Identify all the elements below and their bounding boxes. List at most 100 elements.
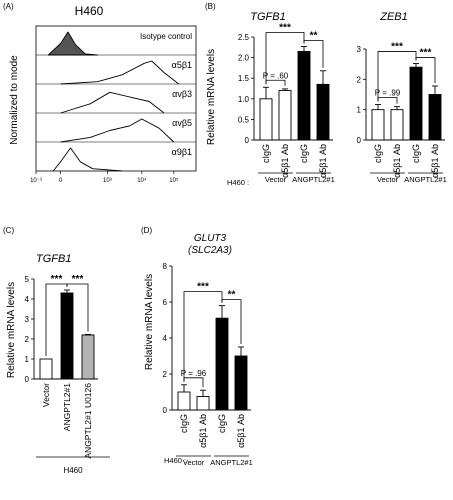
category-label: cIgG	[299, 144, 309, 163]
category-label: α5β1 Ab	[318, 144, 328, 178]
category-label: α5β1 Ab	[280, 144, 290, 178]
panel-b-title-tgfb1: TGFB1	[250, 11, 285, 23]
significance-bracket	[265, 32, 305, 85]
bar	[316, 83, 330, 141]
bar	[278, 90, 292, 141]
group-label: ANGPTL2#1	[210, 458, 253, 467]
significance-bracket	[303, 40, 324, 68]
panel-d-h460-label: H460 :	[164, 456, 186, 465]
significance-bracket	[265, 79, 286, 86]
group-label: Vector	[265, 175, 287, 184]
histogram-x-ticks: 10⁻³ 0 10³ 10⁴ 10⁵	[30, 171, 179, 184]
significance-label: ***	[72, 274, 84, 285]
histogram-x-tick-label: 10⁻³	[30, 178, 42, 184]
panel-a-letter: (A)	[3, 2, 14, 11]
panel-b-letter: (B)	[205, 2, 216, 11]
bar	[259, 98, 273, 141]
y-tick-label: 5	[25, 275, 30, 284]
panel-b-ylabel: Relative mRNA levels	[206, 49, 217, 145]
y-tick-label: 0	[163, 406, 168, 415]
y-tick-label: 1	[357, 106, 362, 115]
panel-a: (A) H460 Normalized to mode Isotype cont…	[3, 2, 197, 184]
y-tick-label: 8	[163, 262, 168, 271]
bar	[409, 66, 423, 141]
significance-label: ***	[51, 274, 63, 285]
panel-c-h460-label: H460	[63, 466, 83, 475]
histogram-curve	[47, 31, 98, 56]
histogram-row-label: α5β1	[172, 60, 192, 70]
panel-d: (D) GLUT3 (SLC2A3) Relative mRNA levels …	[141, 226, 253, 467]
significance-label: ***	[391, 42, 403, 53]
significance-label: ***	[420, 48, 432, 59]
significance-bracket	[377, 51, 417, 102]
category-label: α5β1 Ab	[236, 414, 246, 448]
bar	[196, 396, 210, 411]
panel-c-title: TGFB1	[36, 253, 71, 265]
significance-label: ***	[279, 22, 291, 33]
group-label: ANGPTL2#1	[404, 175, 447, 184]
category-label: cIgG	[373, 144, 383, 163]
y-tick-label: 4	[163, 334, 168, 343]
significance-bracket	[415, 57, 436, 84]
y-tick-label: 0	[25, 375, 30, 384]
histogram-x-tick-label: 0	[59, 178, 63, 184]
group-label: Vector	[377, 175, 399, 184]
y-tick-label: 2	[357, 75, 362, 84]
significance-bracket	[66, 283, 89, 332]
chart-tgfb1: 0 0.5 1.0 1.5 2.0 2.5 cIgG α5β1 Ab cIgG α5β1 Ab P …	[238, 22, 335, 184]
chart-tgfb1-u0126: 0 1 2 3 4 5 Vector ANGPTL2#1 ANGPTL2#1 U0126 *** *…	[25, 274, 98, 459]
significance-bracket	[221, 299, 242, 344]
panel-c-ylabel: Relative mRNA levels	[6, 282, 17, 378]
y-tick-label: 0.5	[238, 115, 250, 124]
significance-bracket	[183, 377, 204, 388]
histogram-curve	[60, 91, 165, 114]
category-label: α5β1 Ab	[198, 414, 208, 448]
y-tick-label: 0	[357, 136, 362, 145]
bar	[81, 334, 95, 380]
group-label: Vector	[183, 458, 205, 467]
category-label: cIgG	[179, 414, 189, 433]
category-label: α5β1 Ab	[392, 144, 402, 178]
y-tick-label: 2	[163, 370, 168, 379]
bar	[428, 94, 442, 141]
y-tick-label: 1.5	[238, 74, 250, 83]
y-tick-label: 6	[163, 298, 168, 307]
category-label: α5β1 Ab	[430, 144, 440, 178]
y-tick-label: 1	[25, 355, 30, 364]
y-tick-label: 4	[25, 295, 30, 304]
group-label: ANGPTL2#1	[292, 175, 335, 184]
significance-label: **	[310, 30, 318, 41]
y-tick-label: 3	[25, 315, 30, 324]
panel-d-letter: (D)	[141, 226, 152, 235]
panel-c-letter: (C)	[3, 226, 14, 235]
significance-label: ***	[197, 282, 209, 293]
y-tick-label: 3	[357, 45, 362, 54]
y-tick-label: 2	[25, 335, 30, 344]
histogram-x-tick-label: 10⁴	[137, 177, 147, 184]
histogram-row-label: Isotype control	[140, 32, 192, 41]
histogram-row-label: α9β1	[172, 147, 192, 157]
bar	[234, 355, 248, 411]
bar	[39, 358, 53, 380]
bar	[390, 109, 404, 141]
histogram-curve	[52, 147, 123, 172]
bar	[215, 317, 229, 411]
bar	[177, 391, 191, 411]
histogram-row-label: αvβ3	[172, 89, 192, 99]
histogram-row-label: αvβ5	[172, 118, 192, 128]
histogram-x-tick-label: 10³	[103, 178, 112, 184]
panel-c: (C) TGFB1 Relative mRNA levels 0 1 2 3 4 5 Vec…	[3, 226, 110, 475]
category-label: ANGPTL2#1	[62, 383, 72, 431]
panel-b: (B) TGFB1 ZEB1 Relative mRNA levels 0 0.5…	[205, 2, 447, 187]
bar	[371, 109, 385, 141]
panel-d-ylabel: Relative mRNA levels	[144, 274, 155, 370]
significance-label: P = .96	[181, 369, 207, 378]
bar	[60, 292, 74, 380]
significance-label: P = .99	[375, 89, 401, 98]
y-tick-label: 2.5	[238, 33, 250, 42]
panel-d-subtitle: (SLC2A3)	[188, 245, 232, 256]
significance-bracket	[377, 97, 398, 104]
y-tick-label: 0	[245, 136, 250, 145]
